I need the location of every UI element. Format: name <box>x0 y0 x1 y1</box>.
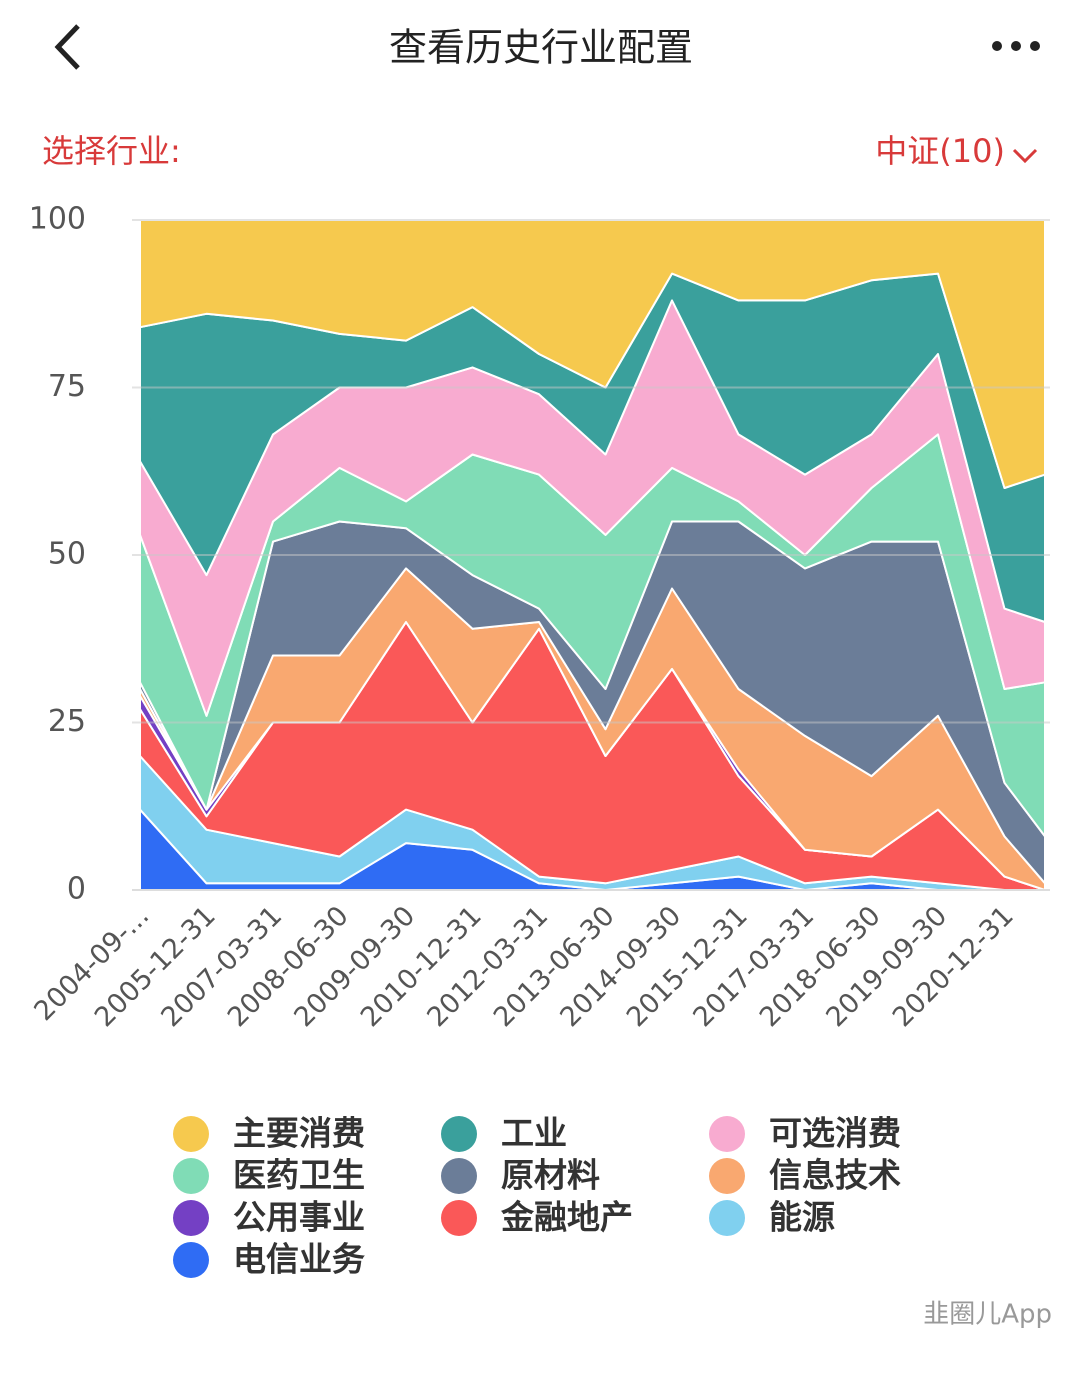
dropdown-icon[interactable] <box>1012 148 1038 164</box>
legend-label: 主要消费 <box>233 1114 365 1153</box>
legend-swatch <box>173 1116 209 1152</box>
dot <box>1011 41 1021 51</box>
legend-swatch <box>441 1200 477 1236</box>
legend-swatch <box>173 1158 209 1194</box>
back-button[interactable] <box>54 24 80 70</box>
page-title: 查看历史行业配置 <box>389 26 693 70</box>
plot-area <box>139 219 1046 891</box>
watermark: 韭圈儿App <box>923 1300 1052 1330</box>
y-tick-label: 100 <box>29 202 86 237</box>
legend-swatch <box>709 1158 745 1194</box>
legend-label: 能源 <box>769 1198 835 1237</box>
legend-label: 医药卫生 <box>233 1156 365 1195</box>
legend-label: 信息技术 <box>769 1156 901 1195</box>
dot <box>992 41 1002 51</box>
legend-label: 公用事业 <box>233 1198 365 1237</box>
y-tick-label: 50 <box>48 537 86 572</box>
legend-label: 原材料 <box>501 1156 600 1195</box>
legend-label: 可选消费 <box>769 1114 901 1153</box>
y-tick-label: 0 <box>67 872 86 907</box>
legend-label: 金融地产 <box>500 1198 633 1237</box>
y-tick-label: 25 <box>48 704 86 739</box>
legend-swatch <box>709 1200 745 1236</box>
filter-value[interactable]: 中证(10) <box>875 132 1005 170</box>
legend-swatch <box>709 1116 745 1152</box>
legend-swatch <box>173 1200 209 1236</box>
filter-label: 选择行业: <box>42 132 181 170</box>
legend-swatch <box>441 1116 477 1152</box>
more-button[interactable] <box>992 41 1040 51</box>
legend-label: 工业 <box>501 1114 567 1153</box>
legend-label: 电信业务 <box>233 1240 365 1279</box>
legend-swatch <box>173 1242 209 1278</box>
y-tick-label: 75 <box>48 369 86 404</box>
dot <box>1030 41 1040 51</box>
legend-swatch <box>441 1158 477 1194</box>
